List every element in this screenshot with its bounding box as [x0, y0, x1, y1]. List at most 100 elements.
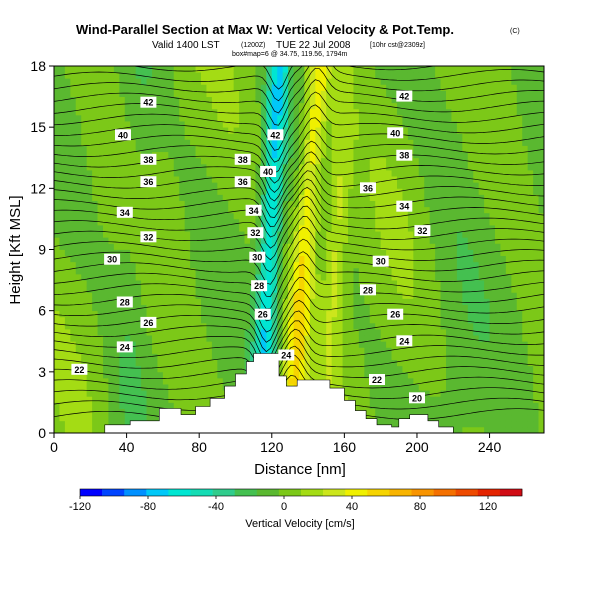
isentrope-label-bg [396, 149, 413, 161]
isentrope-label-bg [414, 225, 431, 237]
isentrope-label-bg [104, 253, 121, 265]
isentrope-label-text: 40 [118, 130, 128, 140]
isentrope-label: 28 [360, 284, 376, 296]
y-tick-label: 12 [30, 180, 46, 196]
isentrope-label: 30 [249, 251, 266, 263]
isentrope-label-text: 36 [143, 177, 153, 187]
colorbar-swatch [278, 489, 302, 496]
isentrope-label-bg [249, 251, 266, 263]
isentrope-label-bg [140, 231, 157, 243]
isentrope-label-text: 38 [399, 151, 409, 161]
isentrope-label: 38 [234, 153, 251, 165]
colorbar-swatch [80, 489, 103, 496]
isentrope-labels: 42 40 38 36 34 32 30 28 26 24 22 42 40 38 36 34 32 30 28 26… [71, 90, 431, 404]
isentrope-label: 34 [396, 200, 413, 212]
colorbar-swatch [168, 489, 191, 496]
isentrope-label: 28 [251, 280, 268, 292]
isentrope-label-bg [409, 392, 425, 404]
isentrope-label-text: 24 [120, 342, 130, 352]
isentrope-label-text: 36 [238, 177, 248, 187]
isentrope-label-text: 22 [372, 375, 382, 385]
isentrope-label-bg [267, 129, 284, 141]
isentrope-label: 38 [140, 153, 157, 165]
isentrope-label: 22 [369, 374, 385, 385]
isentrope-label-text: 38 [238, 155, 248, 165]
isentrope-label: 36 [234, 176, 251, 188]
colorbar-swatch [477, 489, 501, 496]
isentrope-label: 26 [387, 308, 404, 320]
colorbar-frame [79, 488, 523, 497]
colorbar-ticks: -120 -80 -40 0 40 80 120 [69, 496, 497, 513]
colorbar-tick-label: -120 [69, 501, 91, 513]
isentrope-label-bg [387, 308, 404, 320]
isentrope-label-bg [116, 341, 133, 353]
valid-run: [10hr cst@2309z] [370, 42, 425, 49]
terrain-mask [54, 353, 544, 434]
y-tick-label: 3 [38, 364, 46, 380]
y-tick-label: 15 [30, 119, 46, 135]
isentrope-label-text: 42 [399, 92, 409, 102]
isentrope-label: 26 [140, 316, 157, 328]
isentrope-label: 32 [247, 227, 264, 239]
colorbar-label: Vertical Velocity [cm/s] [245, 518, 354, 530]
colorbar-tick-label: -40 [208, 501, 224, 513]
colorbar-swatch [301, 489, 324, 496]
isentrope-label: 40 [115, 129, 131, 141]
y-axis-label: Height [Kft MSL] [7, 195, 24, 304]
isentrope-label-text: 30 [107, 255, 117, 265]
isentrope-label: 30 [104, 253, 121, 265]
isentrope-label-text: 20 [412, 393, 422, 403]
y-tick-label: 18 [30, 58, 46, 74]
y-tick-label: 9 [38, 242, 46, 258]
isentrope-label: 36 [360, 182, 376, 194]
x-tick-label: 240 [478, 439, 502, 455]
isentrope-label: 20 [409, 392, 425, 404]
isentrope-label: 40 [387, 127, 404, 139]
isentrope-label-text: 42 [270, 130, 280, 140]
colorbar-swatch [389, 489, 412, 496]
isentrope-label-text: 28 [363, 285, 373, 295]
x-tick-label: 200 [405, 439, 429, 455]
isentrope-label-text: 32 [143, 232, 153, 242]
isentrope-label-bg [140, 96, 157, 108]
colorbar-tick-label: 40 [346, 501, 358, 513]
isentropes [54, 66, 544, 433]
colorbar-swatch [212, 489, 235, 496]
isentrope-label: 34 [245, 204, 262, 216]
isentrope-label: 32 [140, 231, 157, 243]
isentrope-label-bg [115, 129, 131, 141]
isentrope-label-bg [396, 200, 413, 212]
isentrope-label-bg [396, 90, 413, 102]
x-tick-label: 80 [191, 439, 207, 455]
isentrope-label-text: 30 [376, 257, 386, 267]
isentrope-label-bg [251, 280, 268, 292]
isentrope-label-bg [260, 166, 277, 177]
isentrope-label-bg [116, 206, 133, 218]
isentrope-label: 38 [396, 149, 413, 161]
location-subline: box#map=6 @ 34.75, 119.56, 1794m [232, 51, 348, 58]
isentrope-label-text: 36 [363, 183, 373, 193]
isentrope-label-bg [278, 349, 295, 361]
isentrope-label-text: 32 [417, 226, 427, 236]
isentrope-label-bg [372, 255, 389, 267]
isentrope-label-text: 42 [143, 98, 153, 108]
x-axis: 0 40 80 120 160 200 240 [50, 433, 501, 455]
isentrope-label: 28 [116, 296, 133, 308]
colorbar [79, 488, 523, 497]
isentrope-label-text: 26 [143, 318, 153, 328]
isentrope-label-text: 34 [249, 206, 259, 216]
isentrope-label: 24 [278, 349, 295, 361]
isentrope-label-bg [254, 308, 271, 320]
isentrope-label-text: 32 [250, 228, 260, 238]
isentrope-label: 24 [116, 341, 133, 353]
isentrope-label: 30 [372, 255, 389, 267]
isentrope-label: 34 [116, 206, 133, 218]
isentrope-label-text: 24 [281, 351, 291, 361]
isentrope-label: 42 [396, 90, 413, 102]
colorbar-swatch [411, 489, 434, 496]
isentrope-label: 22 [71, 363, 88, 375]
colorbar-swatch [433, 489, 456, 496]
colorbar-swatch [256, 489, 280, 496]
copyright-mark: (C) [510, 28, 520, 35]
